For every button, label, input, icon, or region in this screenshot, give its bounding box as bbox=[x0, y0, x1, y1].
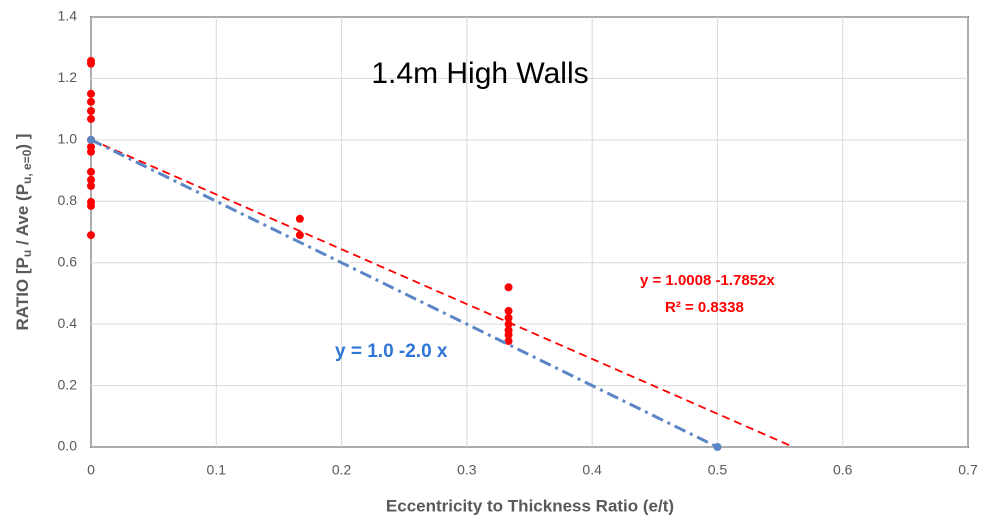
x-axis-label: Eccentricity to Thickness Ratio (e/t) bbox=[386, 496, 674, 515]
x-tick-label: 0.5 bbox=[708, 462, 728, 478]
grid bbox=[90, 16, 969, 448]
data-point bbox=[87, 167, 95, 176]
annotation: y = 1.0 -2.0 x bbox=[335, 341, 448, 362]
chart-title: 1.4m High Walls bbox=[371, 57, 588, 90]
data-point bbox=[87, 175, 95, 184]
data-point bbox=[87, 231, 95, 240]
data-point bbox=[87, 135, 95, 144]
data-point bbox=[504, 337, 513, 346]
data-point bbox=[295, 231, 304, 240]
marks bbox=[87, 56, 794, 451]
x-tick-label: 0.1 bbox=[207, 462, 227, 478]
annotation: y = 1.0008 -1.7852x bbox=[640, 272, 775, 289]
y-label-part: RATIO [P bbox=[13, 257, 32, 330]
data-point bbox=[87, 181, 95, 190]
annotation: R² = 0.8338 bbox=[665, 299, 744, 316]
y-tick-label: 0.2 bbox=[58, 376, 78, 392]
y-label-part: ) ] bbox=[13, 134, 32, 150]
y-tick-label: 1.0 bbox=[58, 131, 78, 147]
data-point bbox=[87, 89, 95, 98]
x-tick-label: 0.6 bbox=[833, 462, 853, 478]
y-axis-label: RATIO [Pu / Ave (Pu, e=0) ] bbox=[13, 134, 34, 331]
y-tick-label: 1.2 bbox=[58, 69, 78, 85]
y-label-part: u, e=0 bbox=[20, 149, 34, 184]
data-point bbox=[504, 314, 513, 322]
data-point bbox=[504, 306, 513, 315]
data-point bbox=[504, 320, 513, 329]
y-label-part: u bbox=[20, 250, 34, 257]
data-point bbox=[713, 443, 722, 451]
y-label-part: / Ave (P bbox=[13, 184, 32, 250]
trend-line bbox=[90, 138, 794, 448]
y-tick-label: 1.4 bbox=[58, 8, 78, 24]
x-tick-label: 0.2 bbox=[332, 462, 352, 478]
x-tick-label: 0.7 bbox=[958, 462, 978, 478]
data-point bbox=[87, 106, 95, 115]
x-tick-label: 0 bbox=[87, 462, 95, 478]
data-point bbox=[504, 330, 513, 339]
y-tick-label: 0.6 bbox=[58, 253, 78, 269]
data-point bbox=[87, 114, 95, 123]
y-tick-label: 0.8 bbox=[58, 192, 78, 208]
data-point bbox=[87, 147, 95, 156]
data-point bbox=[295, 214, 304, 223]
x-tick-label: 0.4 bbox=[582, 462, 602, 478]
trend-line bbox=[90, 138, 719, 449]
y-tick-label: 0.4 bbox=[58, 315, 78, 331]
y-tick-label: 0.0 bbox=[58, 438, 78, 454]
data-point bbox=[87, 97, 95, 106]
data-point bbox=[87, 59, 95, 68]
x-tick-label: 0.3 bbox=[457, 462, 477, 478]
data-point bbox=[504, 283, 513, 292]
data-point bbox=[87, 201, 95, 210]
